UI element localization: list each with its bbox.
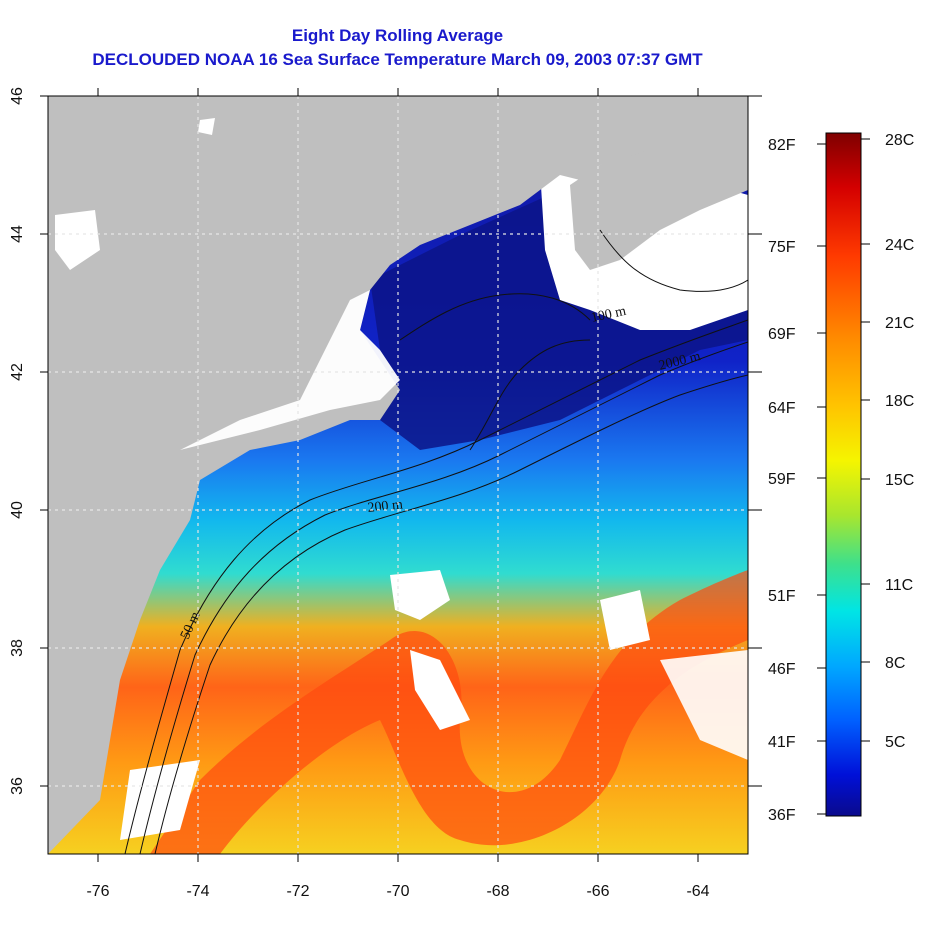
y-axis-ticks: [40, 95, 762, 787]
colorbar: [825, 132, 862, 817]
celsius-label: 24C: [885, 237, 914, 254]
celsius-label: 15C: [885, 472, 914, 489]
y-tick-label: 40: [9, 501, 26, 519]
y-tick-label: 46: [9, 87, 26, 105]
fahrenheit-label: 82F: [768, 137, 796, 154]
cloud-patch: [410, 650, 470, 730]
contour-label-100m: 100 m: [590, 304, 628, 326]
celsius-label: 11C: [885, 577, 913, 594]
x-tick-label: -64: [686, 883, 709, 900]
fahrenheit-label: 75F: [768, 239, 796, 256]
x-tick-label: -68: [486, 883, 509, 900]
y-tick-label: 38: [9, 639, 26, 657]
graticule: [48, 96, 748, 854]
y-axis-labels: 36 38 40 42 44 46: [9, 87, 26, 795]
fahrenheit-label: 59F: [768, 471, 796, 488]
celsius-label: 28C: [885, 132, 914, 149]
colorbar-ticks: [817, 138, 870, 815]
celsius-label: 8C: [885, 655, 905, 672]
colorbar-celsius-labels: 28C 24C 21C 18C 15C 11C 8C 5C: [885, 132, 914, 751]
fahrenheit-label: 46F: [768, 661, 796, 678]
y-tick-label: 42: [9, 363, 26, 381]
x-tick-label: -66: [586, 883, 609, 900]
map-title: Eight Day Rolling Average: [291, 26, 504, 45]
colorbar-fahrenheit-labels: 82F 75F 69F 64F 59F 51F 46F 41F 36F: [768, 137, 796, 824]
celsius-label: 21C: [885, 315, 914, 332]
celsius-label: 18C: [885, 393, 914, 410]
coastal-cloud: [180, 290, 400, 450]
x-tick-label: -74: [186, 883, 209, 900]
x-axis-ticks: [97, 88, 699, 862]
cloud-patch: [660, 650, 748, 760]
y-tick-label: 36: [9, 777, 26, 795]
cloud-patch: [390, 570, 450, 620]
y-tick-label: 44: [9, 225, 26, 243]
fahrenheit-label: 69F: [768, 326, 796, 343]
x-tick-label: -76: [86, 883, 109, 900]
land-mass: [48, 96, 748, 854]
fahrenheit-label: 51F: [768, 588, 796, 605]
map-subtitle: DECLOUDED NOAA 16 Sea Surface Temperatur…: [92, 50, 703, 69]
x-tick-label: -72: [286, 883, 309, 900]
fahrenheit-label: 36F: [768, 807, 796, 824]
inland-water: [198, 118, 215, 135]
cold-water-region: [370, 190, 748, 450]
cloud-patch: [600, 590, 650, 650]
cloud-patch: [120, 760, 200, 840]
inland-water: [55, 210, 100, 270]
fahrenheit-label: 41F: [768, 734, 796, 751]
celsius-label: 5C: [885, 734, 905, 751]
map-plot-area: 50 m 100 m 200 m 2000 m: [48, 96, 748, 854]
bathymetry-contours: [124, 229, 748, 854]
contour-label-200m: 200 m: [367, 497, 404, 516]
x-axis-labels: -76 -74 -72 -70 -68 -66 -64: [86, 883, 709, 900]
fahrenheit-label: 64F: [768, 400, 796, 417]
x-tick-label: -70: [386, 883, 409, 900]
land-mass-nova-scotia: [570, 130, 748, 270]
